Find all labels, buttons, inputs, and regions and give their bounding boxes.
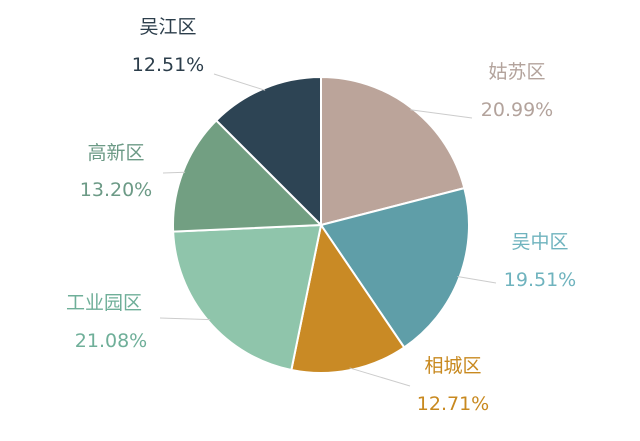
pie-slice-4 [172, 223, 323, 372]
pie-slice-6 [214, 75, 322, 228]
slice-percent-label-3: 12.71% [417, 393, 489, 415]
slice-name-label-4: 工业园区 [66, 292, 142, 314]
pie-slice-1 [320, 75, 466, 227]
leader-line-6 [213, 73, 266, 91]
leader-line-2 [457, 275, 497, 284]
leader-line-5 [162, 171, 186, 174]
leader-line-4 [159, 317, 211, 321]
slice-percent-label-5: 13.20% [80, 179, 152, 201]
slice-name-label-3: 相城区 [424, 355, 481, 377]
leader-line-3 [349, 367, 411, 387]
slice-name-label-1: 姑苏区 [488, 61, 545, 83]
slice-percent-label-4: 21.08% [75, 330, 147, 352]
slice-percent-label-2: 19.51% [504, 269, 576, 291]
slice-name-label-5: 高新区 [87, 142, 144, 164]
slice-percent-label-6: 12.51% [132, 54, 204, 76]
slice-name-label-6: 吴江区 [139, 16, 196, 38]
pie-slice-3 [290, 222, 406, 374]
leader-line-1 [410, 109, 473, 119]
slice-percent-label-1: 20.99% [481, 99, 553, 121]
slice-name-label-2: 吴中区 [511, 231, 568, 253]
pie-slice-5 [172, 118, 324, 233]
